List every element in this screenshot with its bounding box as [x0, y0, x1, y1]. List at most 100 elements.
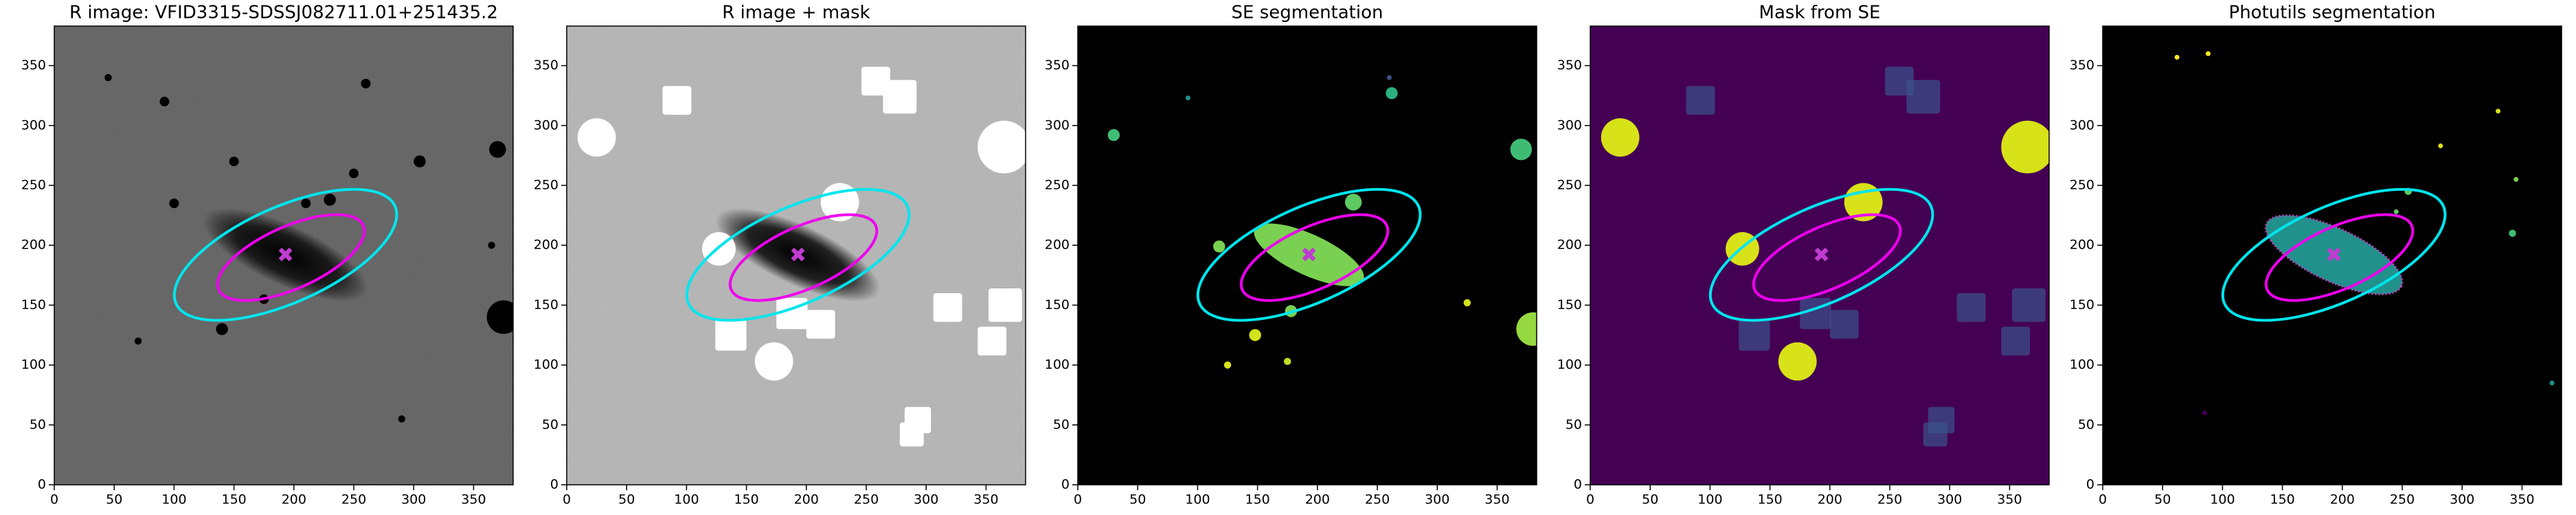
- y-tick-label: 200: [1045, 238, 1070, 253]
- x-tick-label: 100: [161, 492, 186, 507]
- x-tick-label: 50: [618, 492, 635, 507]
- axes-frame: [566, 25, 1026, 485]
- center-marker: ✖: [277, 244, 294, 268]
- y-tick-label: 0: [38, 477, 46, 492]
- y-tick-label: 100: [534, 357, 558, 372]
- y-tick-label: 0: [2086, 477, 2094, 492]
- segment: [2202, 410, 2207, 415]
- segment: [1107, 128, 1120, 141]
- mask: [1739, 319, 1770, 351]
- y-tick-label: 350: [1045, 58, 1070, 73]
- center-marker: ✖: [1300, 244, 1318, 268]
- panel-title: R image: VFID3315-SDSSJ082711.01+251435.…: [69, 3, 498, 23]
- segment: [1463, 299, 1471, 307]
- y-tick-label: 100: [1045, 357, 1070, 372]
- mask: [899, 422, 924, 447]
- y-tick-label: 250: [1557, 177, 1582, 192]
- inner-ellipse: [728, 213, 879, 302]
- y-tick-label: 350: [21, 58, 46, 73]
- x-tick-label: 250: [1877, 492, 1902, 507]
- mask: [2011, 288, 2046, 322]
- star: [324, 194, 336, 206]
- x-tick-label: 100: [674, 492, 699, 507]
- segment: [1386, 75, 1392, 80]
- image: ✖: [54, 26, 513, 485]
- panel-title: SE segmentation: [1232, 3, 1383, 23]
- y-tick-label: 100: [1557, 357, 1582, 372]
- x-tick-label: 300: [2450, 492, 2474, 507]
- x-tick-label: 200: [282, 492, 306, 507]
- x-tick-label: 350: [2509, 492, 2534, 507]
- segment: [2205, 51, 2211, 56]
- y-tick-label: 50: [30, 417, 46, 432]
- segment: [1344, 194, 1362, 211]
- segment: [1516, 312, 1537, 346]
- x-tick-label: 0: [50, 492, 58, 507]
- y-tick-label: 200: [534, 238, 558, 253]
- galaxy: [203, 208, 368, 302]
- axes-frame: [2102, 25, 2562, 485]
- center-marker: ✖: [1813, 244, 1830, 268]
- inner-ellipse: [1239, 213, 1390, 302]
- segment: [1213, 240, 1225, 253]
- segment: [2174, 54, 2180, 60]
- x-tick-label: 150: [1757, 492, 1782, 507]
- panel-title: Photutils segmentation: [2229, 3, 2436, 23]
- x-tick-label: 300: [1425, 492, 1449, 507]
- panel-title: R image + mask: [722, 3, 870, 23]
- mask: [806, 310, 835, 339]
- mask: [2001, 326, 2031, 356]
- segment: [1185, 95, 1190, 101]
- y-tick-label: 300: [1557, 117, 1582, 133]
- y-tick-label: 0: [1061, 477, 1070, 492]
- outer-ellipse: [2221, 187, 2447, 322]
- segment: [2496, 108, 2501, 114]
- axes-frame: [1077, 25, 1537, 485]
- x-tick-label: 150: [2270, 492, 2294, 507]
- y-tick-label: 50: [2078, 417, 2094, 432]
- segment: [2509, 229, 2516, 237]
- segment: [2438, 143, 2443, 148]
- y-tick-label: 150: [1045, 297, 1070, 312]
- x-tick-label: 150: [221, 492, 246, 507]
- mask: [1829, 310, 1859, 339]
- x-tick-label: 200: [1818, 492, 1842, 507]
- inner-ellipse: [216, 213, 366, 302]
- axes-frame: [1590, 25, 2050, 485]
- y-tick-label: 50: [1053, 417, 1070, 432]
- x-tick-label: 100: [2210, 492, 2235, 507]
- mask: [2001, 120, 2049, 174]
- x-tick-label: 300: [1937, 492, 1962, 507]
- star: [414, 155, 426, 168]
- x-tick-label: 0: [1586, 492, 1594, 507]
- mask: [754, 342, 793, 381]
- star: [216, 323, 228, 335]
- mask: [883, 80, 917, 114]
- x-tick-label: 300: [914, 492, 938, 507]
- x-tick-label: 250: [854, 492, 879, 507]
- segment: [1283, 358, 1291, 365]
- x-tick-label: 0: [563, 492, 571, 507]
- y-tick-label: 0: [1574, 477, 1582, 492]
- y-tick-label: 300: [534, 117, 558, 133]
- y-tick-label: 250: [21, 177, 46, 192]
- mask: [577, 118, 616, 157]
- outer-ellipse: [1196, 187, 1422, 322]
- outer-ellipse: [685, 187, 911, 322]
- galaxy: [715, 208, 881, 302]
- star: [486, 300, 513, 334]
- image: ✖: [567, 26, 1026, 485]
- x-tick-label: 50: [1642, 492, 1658, 507]
- segment: [1510, 138, 1533, 161]
- x-tick-label: 250: [341, 492, 366, 507]
- y-tick-label: 300: [2070, 117, 2094, 133]
- x-tick-label: 250: [2390, 492, 2415, 507]
- y-tick-label: 150: [21, 297, 46, 312]
- x-tick-label: 250: [1365, 492, 1390, 507]
- y-tick-label: 350: [1557, 58, 1582, 73]
- star: [398, 415, 406, 423]
- segment: [1249, 329, 1261, 341]
- y-tick-label: 350: [2070, 58, 2094, 73]
- x-tick-label: 150: [1245, 492, 1269, 507]
